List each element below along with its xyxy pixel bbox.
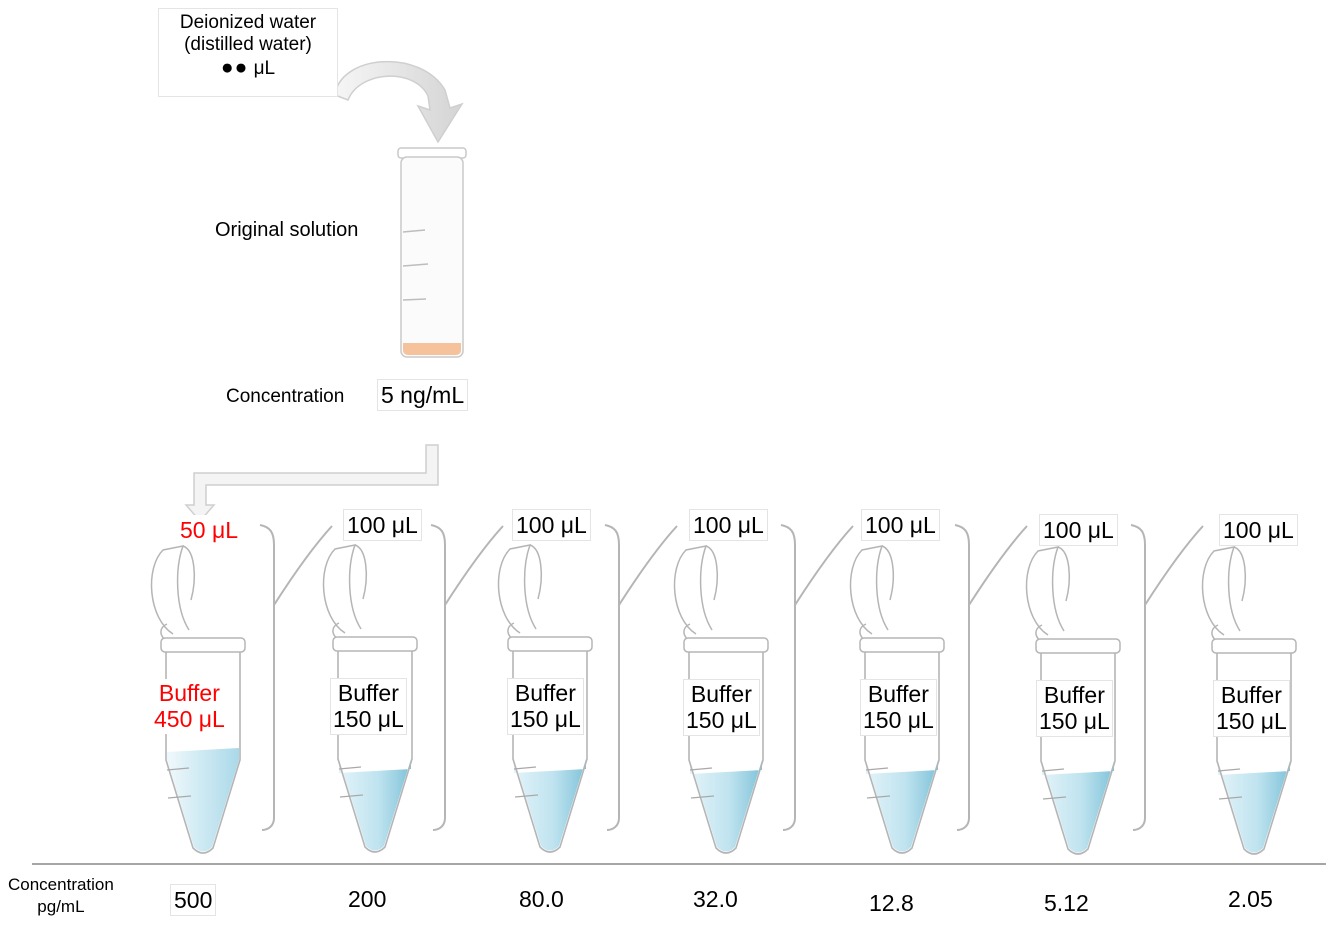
microcentrifuge-tube-5 <box>849 545 945 854</box>
buffer-word: Buffer <box>337 680 399 706</box>
buffer-label-2: Buffer 150 μL <box>330 678 407 735</box>
microcentrifuge-tube-1 <box>150 545 246 854</box>
liquid <box>690 760 762 852</box>
bottom-label-line1: Concentration <box>8 875 114 894</box>
buffer-word: Buffer <box>514 680 576 706</box>
liquid <box>1042 761 1114 853</box>
buffer-label-6: Buffer 150 μL <box>1036 680 1113 737</box>
liquid <box>1218 761 1290 853</box>
buffer-label-1: Buffer 450 μL <box>152 679 227 734</box>
concentration-value-4: 32.0 <box>690 884 741 915</box>
concentration-value: 5 ng/mL <box>377 379 469 412</box>
transfer-volume-1: 50 μL <box>177 515 242 546</box>
sediment <box>403 343 461 355</box>
water-label: Deionized water (distilled water) ●● μL <box>158 8 338 97</box>
concentration-value-1: 500 <box>170 884 217 917</box>
buffer-volume: 150 μL <box>1039 708 1110 735</box>
transfer-bracket-6 <box>1130 524 1204 831</box>
transfer-bracket-2 <box>430 524 504 831</box>
buffer-label-7: Buffer 150 μL <box>1213 680 1290 737</box>
liquid <box>167 748 239 852</box>
liquid <box>866 760 938 852</box>
buffer-label-4: Buffer 150 μL <box>683 679 760 736</box>
buffer-word: Buffer <box>1220 682 1282 708</box>
concentration-value-7: 2.05 <box>1225 884 1276 915</box>
buffer-word: Buffer <box>158 680 220 706</box>
buffer-volume: 450 μL <box>154 706 225 733</box>
pour-arrow-icon <box>334 60 464 144</box>
microcentrifuge-tube-4 <box>673 545 769 854</box>
water-line1: Deionized water <box>179 12 317 33</box>
transfer-bracket-4 <box>780 524 854 831</box>
buffer-volume: 150 μL <box>1216 708 1287 735</box>
buffer-word: Buffer <box>867 681 929 707</box>
buffer-label-3: Buffer 150 μL <box>507 678 584 735</box>
microcentrifuge-tube-2 <box>322 544 418 853</box>
buffer-word: Buffer <box>690 681 752 707</box>
transfer-bracket-1 <box>259 524 333 831</box>
concentration-value-6: 5.12 <box>1041 888 1092 919</box>
concentration-value-5: 12.8 <box>866 888 917 919</box>
buffer-word: Buffer <box>1043 682 1105 708</box>
transfer-volume-6: 100 μL <box>1039 514 1118 547</box>
microcentrifuge-tube-6 <box>1025 546 1121 855</box>
original-solution-tube <box>397 147 467 358</box>
transfer-volume-7: 100 μL <box>1219 514 1298 547</box>
concentration-value-2: 200 <box>345 884 390 915</box>
transfer-arrow-icon <box>184 444 439 523</box>
transfer-bracket-5 <box>954 524 1028 831</box>
buffer-volume: 150 μL <box>333 706 404 733</box>
water-line2: (distilled water) <box>184 33 312 55</box>
microcentrifuge-tube-7 <box>1201 546 1297 855</box>
liquid <box>514 759 586 851</box>
water-amount-dots: ●● <box>220 55 249 79</box>
bottom-concentration-label: Concentration pg/mL <box>8 874 114 919</box>
original-solution-label: Original solution <box>213 217 361 244</box>
transfer-volume-4: 100 μL <box>689 509 768 542</box>
water-unit: μL <box>253 57 276 79</box>
liquid <box>339 759 411 851</box>
transfer-volume-3: 100 μL <box>512 509 591 542</box>
transfer-bracket-3 <box>604 524 678 831</box>
microcentrifuge-tube-3 <box>497 544 593 853</box>
transfer-volume-5: 100 μL <box>861 509 940 542</box>
concentration-value-3: 80.0 <box>516 884 567 915</box>
buffer-volume: 150 μL <box>510 706 581 733</box>
transfer-volume-2: 100 μL <box>343 509 422 542</box>
concentration-label: Concentration <box>224 384 347 410</box>
buffer-volume: 150 μL <box>863 707 934 734</box>
buffer-label-5: Buffer 150 μL <box>860 679 937 736</box>
buffer-volume: 150 μL <box>686 707 757 734</box>
bottom-label-unit: pg/mL <box>37 897 85 917</box>
